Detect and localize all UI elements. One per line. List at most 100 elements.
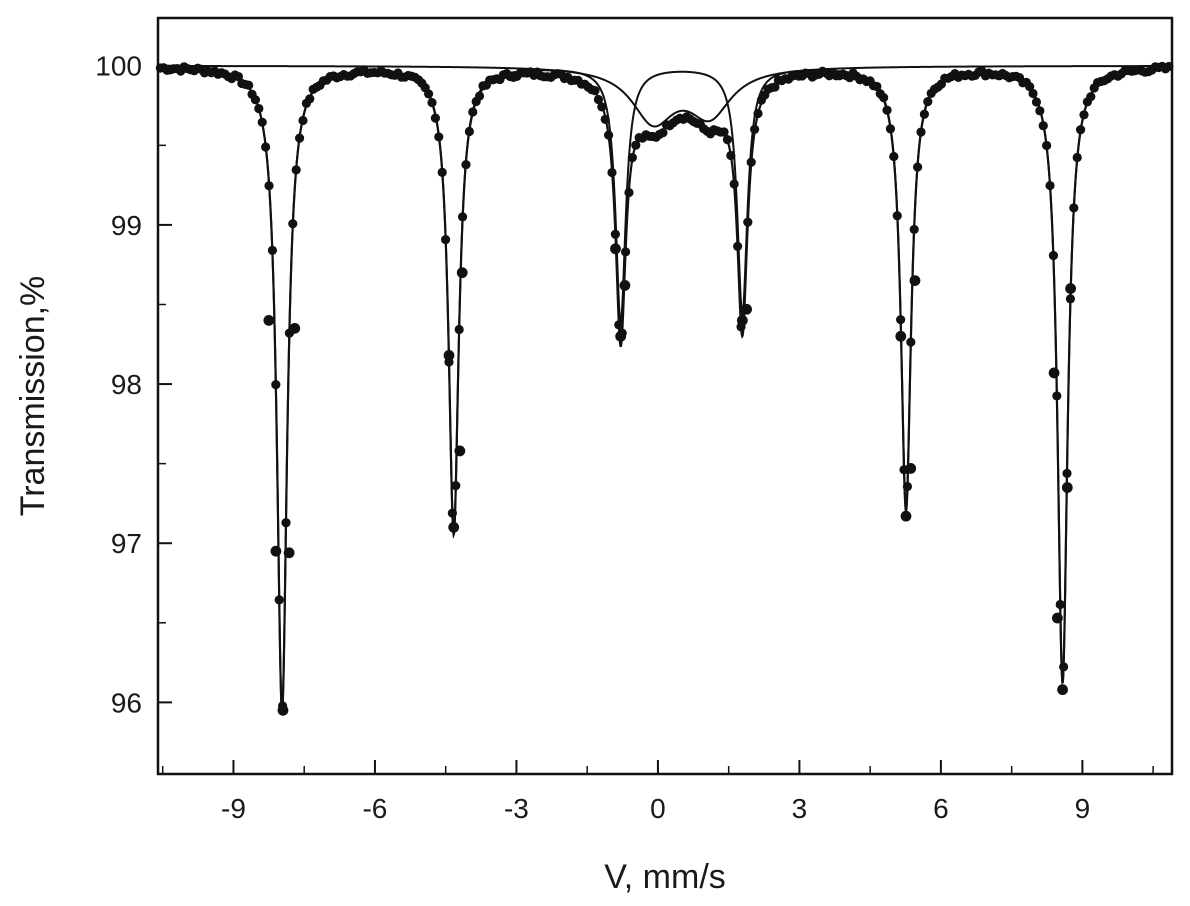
data-point bbox=[593, 94, 604, 105]
data-point bbox=[753, 108, 763, 119]
data-point bbox=[257, 117, 267, 127]
tick-marks bbox=[158, 64, 1154, 774]
data-point bbox=[1042, 140, 1052, 151]
data-point bbox=[254, 103, 264, 114]
data-point bbox=[913, 162, 923, 172]
x-tick-label: -9 bbox=[221, 793, 246, 824]
data-point bbox=[892, 211, 902, 221]
x-tick-label: 0 bbox=[650, 793, 666, 824]
data-point bbox=[607, 167, 617, 178]
data-point bbox=[424, 89, 434, 99]
data-point bbox=[627, 153, 637, 163]
x-tick-label: -6 bbox=[362, 793, 387, 824]
plot-frame bbox=[156, 16, 1174, 776]
data-points bbox=[155, 61, 1174, 716]
y-tick-label: 98 bbox=[111, 369, 142, 400]
data-point bbox=[923, 97, 933, 107]
data-point bbox=[474, 91, 485, 101]
y-tick-label: 97 bbox=[111, 528, 142, 559]
data-point bbox=[250, 95, 261, 105]
x-tick-label: 3 bbox=[792, 793, 808, 824]
data-point bbox=[624, 187, 634, 198]
fit-curves bbox=[157, 64, 1173, 712]
data-point bbox=[736, 315, 748, 326]
data-point bbox=[448, 521, 460, 533]
data-point bbox=[741, 303, 752, 315]
x-tick-label: 6 bbox=[933, 793, 949, 824]
data-point bbox=[434, 132, 444, 142]
data-point bbox=[261, 142, 271, 152]
data-point bbox=[1164, 61, 1174, 72]
data-point bbox=[733, 241, 743, 252]
y-tick-label: 99 bbox=[111, 210, 142, 241]
data-point bbox=[916, 127, 926, 137]
data-point bbox=[1055, 599, 1065, 610]
data-point bbox=[1076, 125, 1086, 135]
data-point bbox=[283, 547, 295, 559]
data-point bbox=[1065, 283, 1076, 294]
data-point bbox=[885, 124, 896, 134]
data-point bbox=[895, 330, 907, 342]
data-point bbox=[746, 157, 756, 167]
data-point bbox=[1028, 88, 1038, 99]
data-point bbox=[244, 80, 254, 90]
data-point bbox=[305, 94, 315, 104]
data-point bbox=[454, 324, 464, 335]
data-point bbox=[267, 245, 278, 255]
data-point bbox=[770, 82, 780, 92]
data-point bbox=[461, 160, 471, 170]
data-point bbox=[263, 315, 275, 326]
data-point bbox=[1045, 180, 1055, 191]
data-point bbox=[1072, 152, 1082, 163]
data-point bbox=[620, 247, 631, 257]
data-point bbox=[722, 135, 733, 145]
sextet-fit-line bbox=[157, 66, 1173, 712]
data-point bbox=[909, 275, 921, 287]
data-point bbox=[719, 127, 729, 137]
data-point bbox=[289, 322, 301, 334]
data-point bbox=[1086, 92, 1096, 102]
x-tick-label: -3 bbox=[504, 793, 529, 824]
data-point bbox=[1059, 662, 1069, 672]
data-point bbox=[1035, 106, 1045, 116]
data-point bbox=[291, 165, 301, 175]
data-point bbox=[610, 243, 621, 255]
data-point bbox=[590, 86, 600, 96]
data-point bbox=[882, 105, 892, 115]
data-point bbox=[274, 595, 284, 605]
data-point bbox=[726, 150, 736, 161]
data-point bbox=[294, 133, 305, 143]
data-point bbox=[615, 330, 627, 342]
data-point bbox=[1079, 110, 1089, 120]
data-point bbox=[447, 508, 457, 518]
data-point bbox=[743, 217, 753, 227]
tick-labels: -9 -6 -3 0 3 6 9 96 97 98 99 100 bbox=[95, 51, 1090, 824]
data-point bbox=[729, 179, 739, 189]
data-point bbox=[1048, 367, 1060, 379]
data-point bbox=[456, 267, 468, 279]
data-point bbox=[443, 350, 455, 361]
data-point bbox=[427, 98, 437, 108]
data-point bbox=[264, 181, 274, 191]
data-point bbox=[468, 107, 478, 117]
data-point bbox=[1069, 203, 1079, 213]
data-point bbox=[464, 126, 474, 137]
data-point bbox=[597, 102, 607, 112]
total-fit-line bbox=[157, 66, 1173, 712]
data-point bbox=[896, 315, 906, 325]
data-point bbox=[900, 510, 912, 522]
data-point bbox=[902, 481, 913, 492]
data-point bbox=[658, 128, 668, 138]
y-axis-title: Transmission,% bbox=[14, 276, 52, 517]
data-point bbox=[1025, 82, 1035, 92]
data-point bbox=[441, 234, 451, 245]
data-point bbox=[614, 320, 624, 330]
data-point bbox=[872, 81, 882, 92]
data-point bbox=[1038, 121, 1048, 131]
data-point bbox=[454, 445, 466, 457]
data-point bbox=[1051, 612, 1063, 624]
data-point bbox=[879, 92, 889, 103]
y-tick-label: 100 bbox=[95, 51, 142, 82]
